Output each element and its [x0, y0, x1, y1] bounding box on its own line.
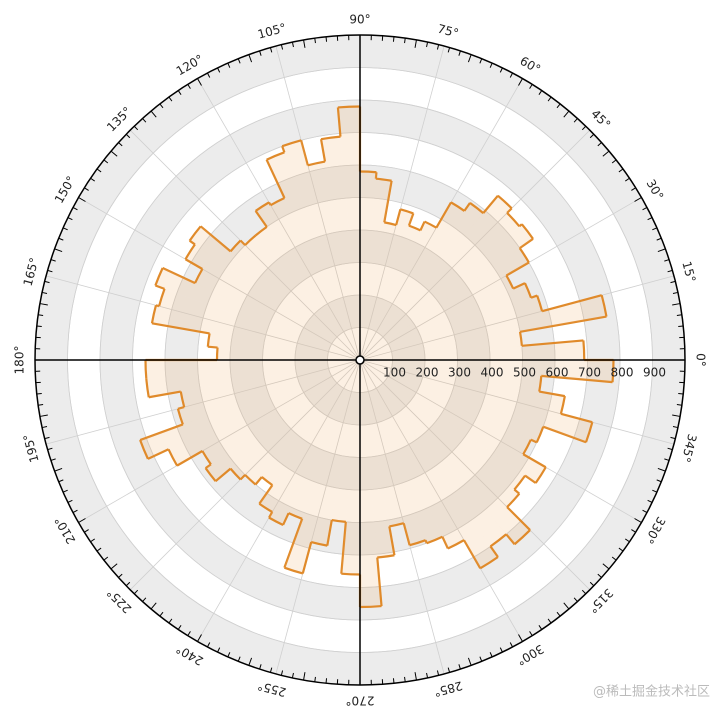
r-tick-label: 300 — [448, 366, 471, 380]
minor-tick — [315, 38, 316, 43]
theta-tick-label: 60° — [518, 54, 543, 77]
bar-edge — [146, 360, 147, 379]
theta-tick-label: 255° — [256, 678, 288, 699]
minor-tick — [405, 677, 406, 682]
minor-tick — [37, 326, 42, 327]
r-tick-label: 900 — [643, 366, 666, 380]
minor-tick — [677, 405, 682, 406]
theta-tick-label: 240° — [174, 642, 206, 669]
minor-tick — [393, 678, 394, 683]
r-tick-label: 700 — [578, 366, 601, 380]
bar-edge — [341, 574, 360, 575]
theta-tick-label: 300° — [514, 642, 546, 669]
theta-tick-label: 180° — [13, 346, 27, 375]
minor-tick — [37, 393, 42, 394]
theta-tick-label: 330° — [642, 514, 669, 546]
r-tick-label: 800 — [611, 366, 634, 380]
bar-edge — [217, 348, 218, 360]
theta-tick-label: 120° — [174, 52, 206, 79]
minor-tick — [677, 315, 682, 316]
r-tick-label: 400 — [481, 366, 504, 380]
bar-edge — [583, 340, 584, 360]
minor-tick — [393, 37, 394, 42]
bar-edge — [360, 606, 382, 607]
theta-tick-label: 195° — [21, 432, 42, 464]
theta-tick-label: 270° — [346, 694, 375, 708]
bar-edge — [360, 172, 376, 173]
theta-tick-label: 345° — [678, 432, 699, 464]
watermark: @稀土掘金技术社区 — [593, 684, 710, 700]
theta-tick-label: 15° — [679, 260, 698, 284]
minor-tick — [38, 405, 43, 406]
minor-tick — [678, 393, 683, 394]
theta-tick-label: 30° — [643, 177, 666, 202]
r-tick-label: 200 — [416, 366, 439, 380]
minor-tick — [326, 678, 327, 683]
theta-tick-label: 45° — [588, 107, 613, 132]
bar-edge — [338, 107, 360, 108]
theta-tick-label: 0° — [694, 353, 708, 367]
theta-tick-label: 90° — [349, 13, 370, 27]
theta-tick-label: 150° — [52, 174, 79, 206]
r-tick-label: 600 — [546, 366, 569, 380]
theta-tick-label: 105° — [256, 21, 288, 42]
theta-tick-label: 165° — [21, 256, 42, 288]
r-tick-label: 500 — [513, 366, 536, 380]
theta-tick-label: 210° — [52, 514, 79, 546]
theta-tick-label: 75° — [436, 22, 460, 41]
minor-tick — [326, 37, 327, 42]
center-dot — [356, 356, 364, 364]
minor-tick — [678, 326, 683, 327]
bar-step — [208, 347, 218, 348]
theta-tick-label: 285° — [432, 678, 464, 699]
r-tick-label: 100 — [383, 366, 406, 380]
minor-tick — [315, 677, 316, 682]
minor-tick — [38, 315, 43, 316]
minor-tick — [405, 38, 406, 43]
